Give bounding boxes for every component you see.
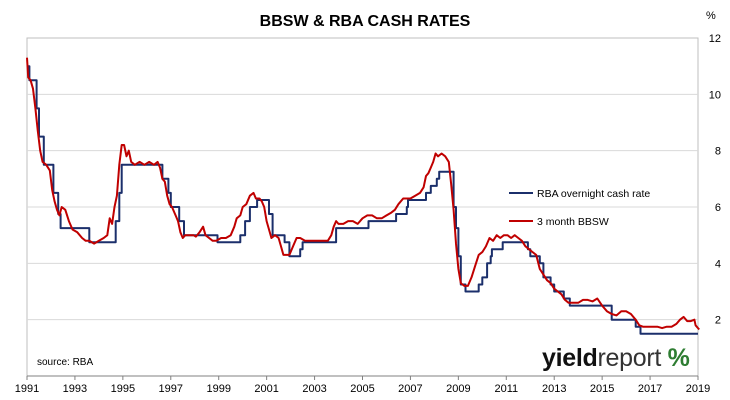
y-tick-label: 8 [715,146,721,158]
percent-logo-icon: % [667,344,690,372]
x-tick-label: 1997 [159,383,183,395]
logo-word-yield: yield [542,344,598,372]
x-tick-label: 1991 [15,383,39,395]
x-tick-label: 2019 [686,383,710,395]
source-note: source: RBA [37,357,94,368]
x-tick-label: 2015 [590,383,614,395]
x-tick-label: 2013 [542,383,566,395]
y-tick-label: 6 [715,202,721,214]
chart-title: BBSW & RBA CASH RATES [259,13,471,30]
x-tick-label: 2009 [446,383,470,395]
legend: RBA overnight cash rate 3 month BBSW [509,188,650,228]
x-tick-label: 2017 [638,383,662,395]
x-tick-label: 2005 [350,383,374,395]
legend-label-0: RBA overnight cash rate [537,188,650,200]
x-tick-label: 1995 [111,383,135,395]
x-tick-label: 1993 [63,383,87,395]
logo-word-report: report [597,344,661,372]
yieldreport-logo: yieldreport % [542,343,690,373]
y-tick-label: 12 [709,33,721,45]
y-tick-label: 2 [715,315,721,327]
x-tick-label: 2003 [302,383,326,395]
y-axis-unit: % [706,10,716,22]
axes: 2 4 6 8 10 12 1991 1993 1995 1997 1999 2001 2003 2005… [15,33,721,395]
x-tick-label: 2011 [494,383,518,395]
y-tick-label: 4 [715,258,721,270]
y-tick-label: 10 [709,89,721,101]
gridlines [27,93,698,321]
series-layer [26,57,700,335]
x-tick-label: 2001 [254,383,278,395]
legend-label-1: 3 month BBSW [537,216,609,228]
x-tick-label: 1999 [206,383,230,395]
x-tick-label: 2007 [398,383,422,395]
series-line-1 [26,57,700,331]
